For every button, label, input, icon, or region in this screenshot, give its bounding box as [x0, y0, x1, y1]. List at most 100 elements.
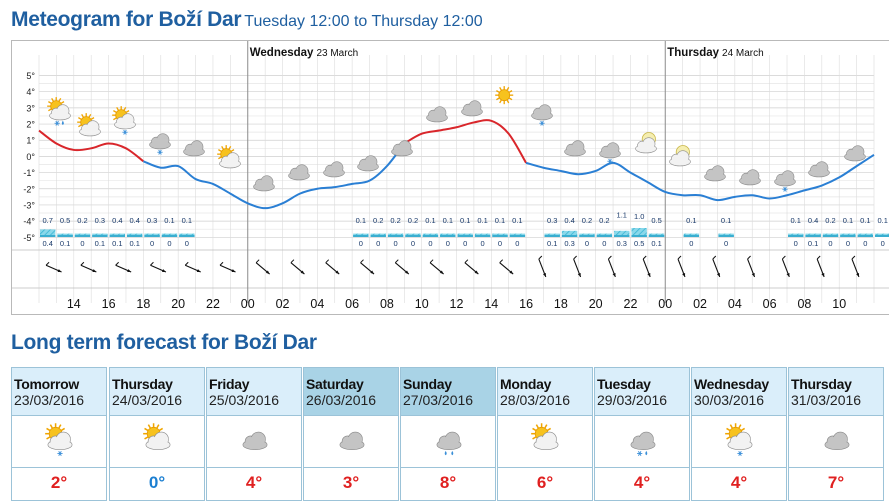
day-label: Thursday 24 March — [667, 47, 763, 59]
forecast-day-date: 23/03/2016 — [14, 392, 85, 408]
cloud-shape — [357, 155, 379, 172]
precip-max-label: 0.1 — [495, 216, 505, 225]
y-tick-label: 2° — [26, 120, 35, 130]
cloud-snow-icon — [531, 104, 553, 126]
x-tick-label: 10 — [832, 297, 846, 311]
precip-min-label: 0 — [359, 239, 363, 248]
forecast-day-header: Friday 25/03/2016 — [207, 368, 301, 416]
cloud-shape — [426, 106, 448, 123]
cloud-shape — [323, 161, 345, 178]
precip-min-label: 0.1 — [129, 239, 139, 248]
cloud-icon — [183, 140, 205, 157]
x-tick-label: 18 — [554, 297, 568, 311]
cloud-shape — [824, 431, 850, 450]
x-axis-ticks: 14 16 18 20 22 00 02 04 06 08 10 12 14 16 18 20 22 00 02 04… — [67, 297, 846, 311]
cloud-shape — [219, 152, 241, 169]
precip-min-label: 0.1 — [547, 239, 557, 248]
x-tick-label: 20 — [589, 297, 603, 311]
precip-max-label: 0.4 — [564, 216, 574, 225]
moon-cloud-icon — [635, 132, 657, 154]
cloud-shape — [242, 431, 268, 450]
y-axis-ticks: 5° 4° 3° 2° 1° 0° -1° -2° -3° -4° -5° — [23, 71, 35, 243]
cloud-shape — [704, 165, 726, 182]
forecast-day-temperature: 8° — [439, 473, 457, 492]
forecast-day-header: Thursday 31/03/2016 — [789, 368, 883, 416]
forecast-day-temperature: 0° — [148, 473, 166, 492]
partly-sunny-icon — [217, 145, 241, 169]
snowflake-shape — [539, 120, 545, 126]
precip-min-label: 0 — [446, 239, 450, 248]
cloud-icon — [288, 164, 310, 181]
snowflake-shape — [607, 158, 613, 164]
forecast-day-header: Wednesday 30/03/2016 — [692, 368, 786, 416]
raindrop-shape — [645, 450, 648, 456]
cloud-icon — [461, 100, 483, 117]
precip-max-label: 0.1 — [512, 216, 522, 225]
precip-max-label: 0.2 — [77, 216, 87, 225]
cloud-rain-icon — [436, 431, 462, 456]
x-tick-label: 16 — [102, 297, 116, 311]
x-tick-label: 00 — [658, 297, 672, 311]
snowflake-shape — [782, 186, 788, 192]
y-tick-label: -4° — [23, 217, 35, 227]
forecast-day-date: 31/03/2016 — [791, 392, 862, 408]
x-tick-label: 10 — [415, 297, 429, 311]
forecast-day-temperature: 7° — [827, 473, 845, 492]
forecast-day-icon-cell — [12, 416, 106, 468]
forecast-day: Sunday 27/03/2016 8° — [400, 367, 496, 501]
precip-bar — [561, 230, 578, 237]
precipitation-bars: 0.7 0.4 0.5 0.1 0.2 0 0.3 0.1 0.4 0.1 0.4 0.1 0.3 0 0.… — [40, 211, 889, 248]
sun-shape — [495, 86, 514, 105]
cloud-shape — [669, 150, 691, 167]
y-tick-label: 0° — [26, 152, 35, 162]
precip-max-label: 0.1 — [791, 216, 801, 225]
forecast-day-temperature: 4° — [633, 473, 651, 492]
forecast-day-name: Monday — [500, 376, 552, 392]
precip-max-label: 0.4 — [112, 216, 122, 225]
y-tick-label: -3° — [23, 200, 35, 210]
precip-min-label: 0.5 — [634, 239, 644, 248]
x-tick-label: 00 — [241, 297, 255, 311]
temperature-warm-segment — [38, 129, 144, 163]
precip-bar — [631, 228, 647, 237]
precip-max-label: 0.2 — [390, 216, 400, 225]
forecast-day-header: Tuesday 29/03/2016 — [595, 368, 689, 416]
cloud-snow-icon — [149, 133, 171, 155]
y-tick-label: -5° — [23, 233, 35, 243]
forecast-day-name: Thursday — [791, 376, 852, 392]
forecast-day-header: Monday 28/03/2016 — [498, 368, 592, 416]
cloud-icon — [704, 165, 726, 182]
forecast-day-date: 24/03/2016 — [112, 392, 183, 408]
cloud-shape — [599, 142, 621, 159]
precip-min-label: 0.1 — [651, 239, 661, 248]
forecast-day-date: 25/03/2016 — [209, 392, 280, 408]
temperature-cold-segment — [525, 153, 875, 202]
temperature-warm-segment — [403, 119, 527, 164]
partly-sunny-sleet-icon — [47, 97, 71, 126]
raindrop-shape — [451, 450, 454, 456]
chart-grid — [12, 41, 889, 303]
forecast-day-icon-cell — [692, 416, 786, 468]
cloud-shape — [727, 431, 753, 450]
cloud-icon — [739, 169, 761, 186]
cloud-icon — [808, 161, 830, 178]
cloud-icon — [844, 145, 866, 162]
precip-max-label: 0.1 — [877, 216, 887, 225]
forecast-day-temperature: 6° — [536, 473, 554, 492]
precip-max-label: 0.1 — [425, 216, 435, 225]
x-tick-label: 06 — [345, 297, 359, 311]
y-tick-label: 4° — [26, 87, 35, 97]
page-title: Meteogram for Boží Dar Tuesday 12:00 to T… — [11, 8, 483, 32]
cloud-shape — [149, 133, 171, 150]
long-term-title: Long term forecast for Boží Dar — [11, 331, 317, 354]
precip-max-label: 1.1 — [617, 211, 627, 220]
cloud-icon — [564, 140, 586, 157]
cloud-shape — [253, 175, 275, 192]
precip-max-label: 0.2 — [599, 216, 609, 225]
precip-min-label: 0.3 — [617, 239, 627, 248]
raindrop-shape — [444, 450, 447, 456]
precip-max-label: 0.1 — [460, 216, 470, 225]
cloud-shape — [844, 145, 866, 162]
cloud-shape — [808, 161, 830, 178]
cloud-shape — [533, 431, 559, 450]
